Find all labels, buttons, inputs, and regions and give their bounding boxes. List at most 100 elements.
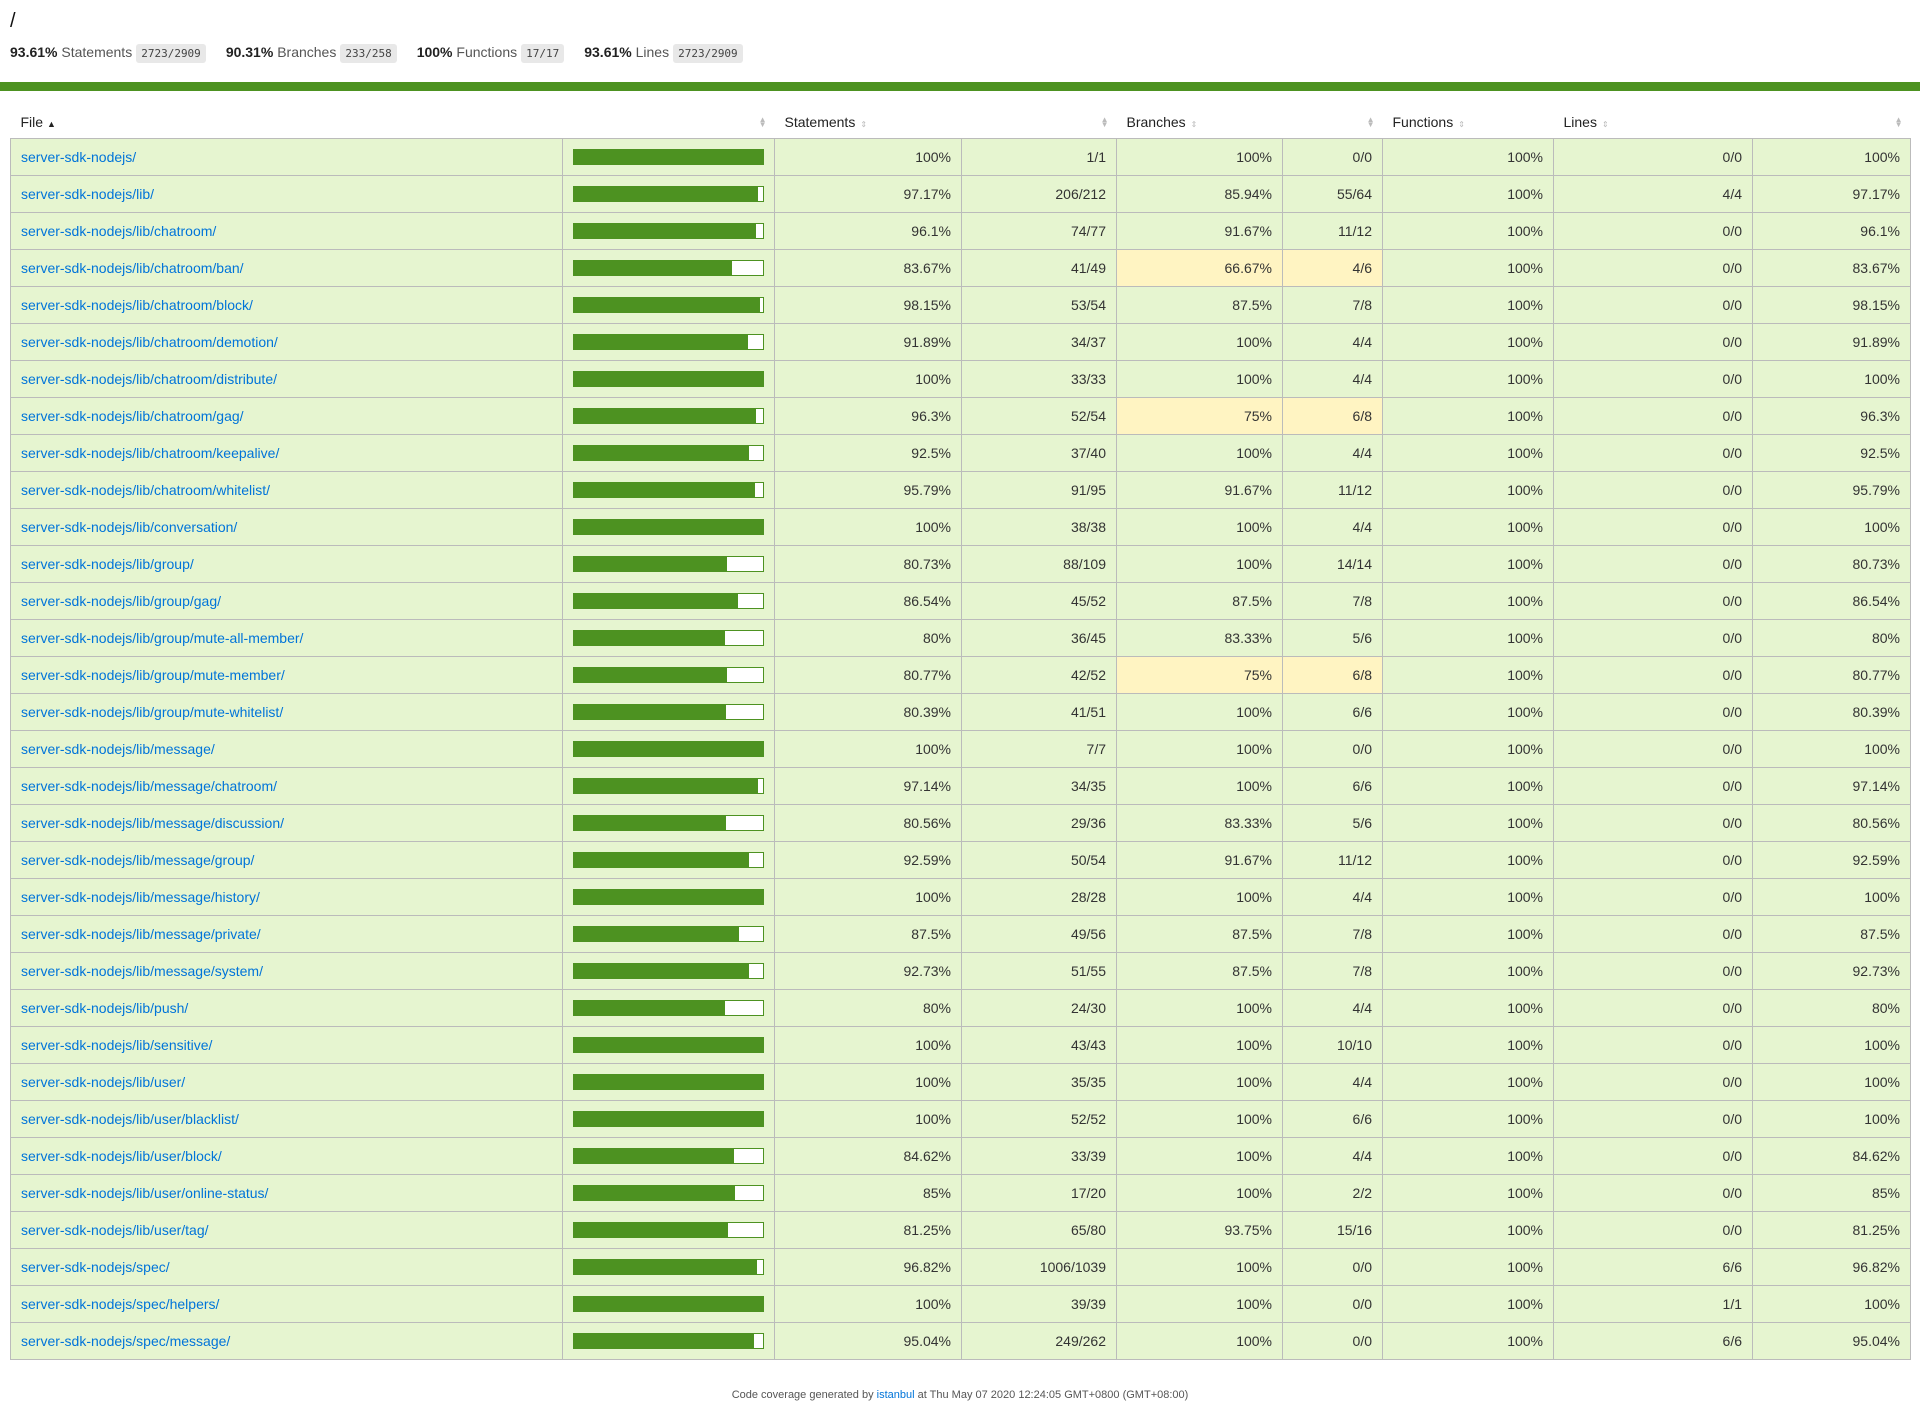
coverage-summary: 93.61% Statements 2723/2909 90.31% Branch… xyxy=(10,44,743,63)
file-link[interactable]: server-sdk-nodejs/spec/ xyxy=(21,1259,170,1275)
branches-fraction: 4/4 xyxy=(1282,989,1383,1027)
file-link[interactable]: server-sdk-nodejs/lib/user/block/ xyxy=(21,1148,222,1164)
statements-fraction: 33/33 xyxy=(961,360,1117,398)
file-link[interactable]: server-sdk-nodejs/lib/message/chatroom/ xyxy=(21,778,277,794)
file-cell: server-sdk-nodejs/ xyxy=(10,138,563,176)
coverage-bar-cell xyxy=(562,545,775,583)
coverage-bar-cell xyxy=(562,656,775,694)
sort-icon: ▲ ▼ xyxy=(1100,115,1109,129)
istanbul-link[interactable]: istanbul xyxy=(876,1389,915,1401)
branches-pct: 83.33% xyxy=(1116,804,1283,842)
file-link[interactable]: server-sdk-nodejs/lib/message/group/ xyxy=(21,852,255,868)
statements-fraction: 43/43 xyxy=(961,1026,1117,1064)
statements-fraction: 36/45 xyxy=(961,619,1117,657)
file-link[interactable]: server-sdk-nodejs/lib/conversation/ xyxy=(21,519,238,535)
file-cell: server-sdk-nodejs/lib/group/mute-whiteli… xyxy=(10,693,563,731)
lines-pct: 86.54% xyxy=(1752,582,1911,620)
sort-statements[interactable]: Statements ⇕ xyxy=(775,106,962,139)
coverage-bar-fill xyxy=(574,520,763,534)
functions-fraction: 0/0 xyxy=(1553,545,1753,583)
file-link[interactable]: server-sdk-nodejs/lib/message/private/ xyxy=(21,926,261,942)
file-link[interactable]: server-sdk-nodejs/lib/user/tag/ xyxy=(21,1222,209,1238)
file-link[interactable]: server-sdk-nodejs/lib/group/ xyxy=(21,556,194,572)
coverage-bar-fill xyxy=(574,1186,735,1200)
coverage-bar-cell xyxy=(562,323,775,361)
file-link[interactable]: server-sdk-nodejs/lib/chatroom/ban/ xyxy=(21,260,244,276)
branches-fraction: 5/6 xyxy=(1282,804,1383,842)
branches-pct: 100% xyxy=(1116,730,1283,768)
statements-pct: 100% xyxy=(774,1063,962,1101)
lines-pct: 100% xyxy=(1752,1100,1911,1138)
sort-icon: ⇕ xyxy=(1190,120,1198,129)
coverage-bar-fill xyxy=(574,557,727,571)
file-link[interactable]: server-sdk-nodejs/lib/chatroom/keepalive… xyxy=(21,445,280,461)
file-link[interactable]: server-sdk-nodejs/lib/chatroom/distribut… xyxy=(21,371,277,387)
sort-file[interactable]: File ▲ xyxy=(11,106,563,139)
sort-branches-raw[interactable]: ▲ ▼ xyxy=(1283,106,1383,139)
branches-fraction: 11/12 xyxy=(1282,841,1383,879)
file-link[interactable]: server-sdk-nodejs/spec/message/ xyxy=(21,1333,231,1349)
branches-pct: 100% xyxy=(1116,434,1283,472)
functions-fraction: 0/0 xyxy=(1553,1174,1753,1212)
functions-fraction: 0/0 xyxy=(1553,804,1753,842)
sort-functions[interactable]: Functions ⇕ xyxy=(1383,106,1554,139)
file-link[interactable]: server-sdk-nodejs/lib/group/gag/ xyxy=(21,593,221,609)
coverage-bar-cell xyxy=(562,952,775,990)
sort-lines-raw[interactable]: ▲ ▼ xyxy=(1753,106,1911,139)
header-functions-label: Functions xyxy=(1392,114,1454,130)
file-cell: server-sdk-nodejs/lib/group/mute-all-mem… xyxy=(10,619,563,657)
branches-fraction: 7/8 xyxy=(1282,915,1383,953)
functions-fraction: 0/0 xyxy=(1553,323,1753,361)
sort-lines[interactable]: Lines ⇕ xyxy=(1554,106,1753,139)
summary-statements: 93.61% Statements 2723/2909 xyxy=(10,44,206,63)
branches-pct: 75% xyxy=(1116,397,1283,435)
table-row: server-sdk-nodejs/lib/message/system/92.… xyxy=(10,952,1911,990)
coverage-bar xyxy=(573,1296,764,1312)
file-cell: server-sdk-nodejs/lib/chatroom/ban/ xyxy=(10,249,563,287)
file-link[interactable]: server-sdk-nodejs/lib/chatroom/ xyxy=(21,223,217,239)
functions-pct: 100% xyxy=(1382,952,1554,990)
file-link[interactable]: server-sdk-nodejs/lib/group/mute-member/ xyxy=(21,667,285,683)
functions-pct: 100% xyxy=(1382,434,1554,472)
file-link[interactable]: server-sdk-nodejs/lib/chatroom/demotion/ xyxy=(21,334,278,350)
table-row: server-sdk-nodejs/100% 1/1 100% 0/0 100% 0/0 1… xyxy=(10,138,1911,176)
file-link[interactable]: server-sdk-nodejs/lib/message/discussion… xyxy=(21,815,284,831)
branches-pct: 93.75% xyxy=(1116,1211,1283,1249)
file-link[interactable]: server-sdk-nodejs/lib/group/mute-all-mem… xyxy=(21,630,304,646)
coverage-bar xyxy=(573,482,764,498)
statements-fraction: 24/30 xyxy=(961,989,1117,1027)
coverage-bar-fill xyxy=(574,705,726,719)
lines-pct: 87.5% xyxy=(1752,915,1911,953)
file-link[interactable]: server-sdk-nodejs/lib/ xyxy=(21,186,155,202)
file-link[interactable]: server-sdk-nodejs/lib/user/online-status… xyxy=(21,1185,269,1201)
functions-pct: 100% xyxy=(1382,730,1554,768)
file-link[interactable]: server-sdk-nodejs/spec/helpers/ xyxy=(21,1296,220,1312)
branches-pct: 91.67% xyxy=(1116,471,1283,509)
file-link[interactable]: server-sdk-nodejs/lib/message/history/ xyxy=(21,889,260,905)
file-link[interactable]: server-sdk-nodejs/lib/message/ xyxy=(21,741,215,757)
branches-fraction: 6/6 xyxy=(1282,1100,1383,1138)
file-link[interactable]: server-sdk-nodejs/lib/chatroom/block/ xyxy=(21,297,253,313)
file-link[interactable]: server-sdk-nodejs/lib/chatroom/gag/ xyxy=(21,408,244,424)
statements-fraction: 39/39 xyxy=(961,1285,1117,1323)
statements-pct: 100% xyxy=(774,730,962,768)
sort-branches[interactable]: Branches ⇕ xyxy=(1117,106,1283,139)
sort-file-bar[interactable]: ▲ ▼ xyxy=(563,106,775,139)
statements-fraction: 1006/1039 xyxy=(961,1248,1117,1286)
functions-fraction: 0/0 xyxy=(1553,212,1753,250)
file-link[interactable]: server-sdk-nodejs/lib/sensitive/ xyxy=(21,1037,213,1053)
branches-pct: 91.67% xyxy=(1116,841,1283,879)
file-link[interactable]: server-sdk-nodejs/lib/group/mute-whiteli… xyxy=(21,704,284,720)
coverage-bar-cell xyxy=(562,434,775,472)
file-link[interactable]: server-sdk-nodejs/lib/user/blacklist/ xyxy=(21,1111,239,1127)
statements-fraction: 41/51 xyxy=(961,693,1117,731)
file-link[interactable]: server-sdk-nodejs/lib/user/ xyxy=(21,1074,186,1090)
summary-pct: 90.31% xyxy=(225,44,274,60)
branches-fraction: 0/0 xyxy=(1282,138,1383,176)
file-link[interactable]: server-sdk-nodejs/lib/chatroom/whitelist… xyxy=(21,482,270,498)
statements-pct: 81.25% xyxy=(774,1211,962,1249)
file-link[interactable]: server-sdk-nodejs/lib/push/ xyxy=(21,1000,189,1016)
sort-statements-raw[interactable]: ▲ ▼ xyxy=(962,106,1117,139)
file-link[interactable]: server-sdk-nodejs/ xyxy=(21,149,137,165)
file-link[interactable]: server-sdk-nodejs/lib/message/system/ xyxy=(21,963,263,979)
